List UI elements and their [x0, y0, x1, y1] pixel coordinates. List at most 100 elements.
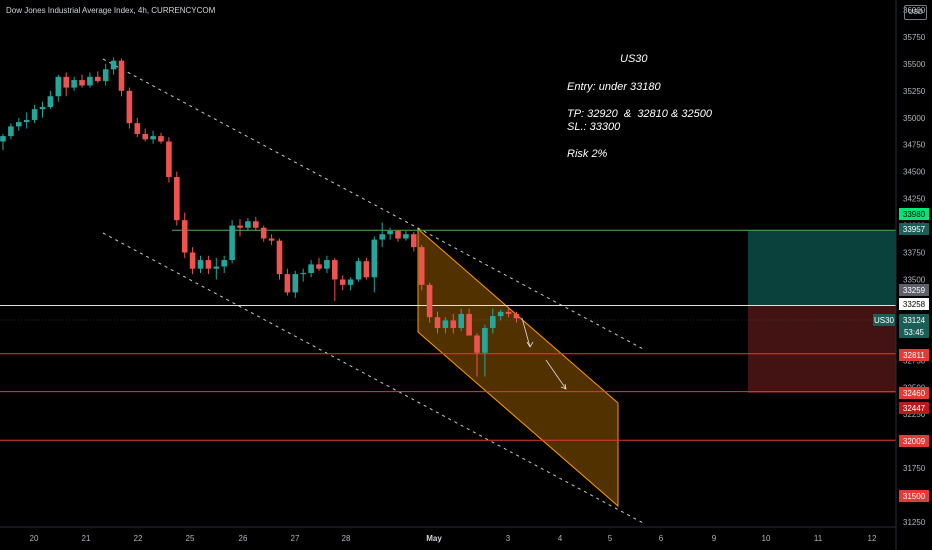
price-label: 32811 [903, 351, 925, 360]
x-tick-label: 21 [82, 534, 91, 543]
projection-arrow-head [560, 383, 567, 390]
candle-body [197, 260, 204, 269]
y-tick-label: 33500 [903, 275, 926, 284]
candle-body [158, 136, 164, 142]
projection-arrow [521, 317, 531, 348]
candle-body [134, 123, 141, 134]
y-tick-label: 36000 [903, 6, 926, 15]
candle-body [229, 225, 235, 261]
candle-body [47, 96, 54, 108]
x-tick-label: 4 [558, 534, 563, 543]
candle-body [39, 107, 46, 110]
x-tick-label: May [426, 534, 442, 543]
x-tick-label: 3 [506, 534, 511, 543]
price-label-box [899, 490, 929, 502]
y-tick-label: 33750 [903, 249, 926, 258]
candle-body [284, 274, 291, 293]
candle-body [482, 327, 488, 353]
candle-body [0, 136, 6, 142]
candle-body [16, 122, 22, 127]
candle-body [316, 264, 322, 269]
candle-body [102, 69, 109, 82]
candle-body [355, 261, 362, 280]
candle-body [126, 90, 133, 124]
annotation-tp: TP: 32920 & 32810 & 32500 [567, 108, 712, 120]
candle-body [466, 313, 472, 336]
candle-body [324, 260, 330, 269]
candle-body [95, 76, 101, 82]
price-label-box [899, 208, 929, 220]
candle-body [418, 247, 425, 285]
candle-body [79, 80, 85, 86]
candle-body [268, 238, 275, 241]
candle-body [110, 60, 117, 70]
price-label-box [899, 387, 929, 399]
candle-body [276, 240, 283, 275]
price-label-box [899, 223, 929, 235]
candle-body [166, 141, 172, 178]
x-tick-label: 11 [814, 534, 823, 543]
candle-body [308, 264, 314, 274]
x-tick-label: 12 [868, 534, 877, 543]
price-label-box [899, 435, 929, 447]
candle-body [347, 279, 354, 285]
x-tick-label: 6 [659, 534, 664, 543]
candle-body [363, 261, 370, 278]
x-tick-label: 9 [712, 534, 717, 543]
price-label: 32460 [903, 389, 926, 398]
candle-body [458, 313, 464, 328]
candle-body [505, 311, 512, 314]
currency-button[interactable]: USD [904, 5, 927, 20]
profit-zone [748, 230, 896, 306]
price-label-box [899, 314, 929, 326]
candle-body [395, 230, 401, 239]
candle-body [221, 260, 227, 267]
price-label: 53:45 [904, 328, 925, 337]
symbol-title: Dow Jones Industrial Average Index, 4h, … [6, 6, 216, 15]
candle-body [292, 274, 299, 293]
price-label: 33259 [903, 286, 926, 295]
candle-body [245, 221, 251, 228]
y-tick-label: 31250 [903, 518, 926, 527]
candle-body [339, 279, 346, 285]
y-tick-label: 35000 [903, 114, 926, 123]
price-label: 32447 [903, 404, 926, 413]
candle-body [142, 133, 148, 140]
candle-body [181, 220, 188, 253]
candle-body [442, 320, 449, 328]
candle-body [118, 60, 125, 91]
price-label: 33980 [903, 210, 926, 219]
candle-body [87, 76, 93, 86]
price-axis-bg [896, 0, 932, 550]
candle-body [23, 119, 30, 123]
candle-body [174, 177, 180, 221]
candle-body [490, 316, 496, 328]
price-label-box [899, 298, 929, 310]
symbol-badge-box [873, 314, 895, 327]
upper-trendline [102, 58, 646, 351]
y-tick-label: 35750 [903, 33, 926, 42]
x-tick-label: 5 [608, 534, 613, 543]
candle-body [387, 230, 393, 235]
projection-arrow [545, 359, 567, 390]
lower-trendline [102, 232, 646, 525]
candle-body [189, 252, 196, 269]
annotation-sl: SL.: 33300 [567, 121, 621, 133]
candle-body [55, 76, 62, 97]
candle-body [237, 225, 243, 228]
price-label: 33124 [903, 316, 926, 325]
x-tick-label: 25 [186, 534, 195, 543]
x-tick-label: 20 [30, 534, 39, 543]
candle-body [213, 266, 220, 269]
price-label-box [899, 402, 929, 414]
y-tick-label: 34250 [903, 195, 926, 204]
y-tick-label: 35250 [903, 87, 926, 96]
price-label: 31500 [903, 492, 926, 501]
x-tick-label: 22 [134, 534, 143, 543]
annotation-risk: Risk 2% [567, 148, 608, 160]
candle-body [513, 313, 520, 319]
candle-body [426, 284, 433, 318]
candle-body [300, 273, 306, 275]
candle-body [403, 234, 409, 239]
